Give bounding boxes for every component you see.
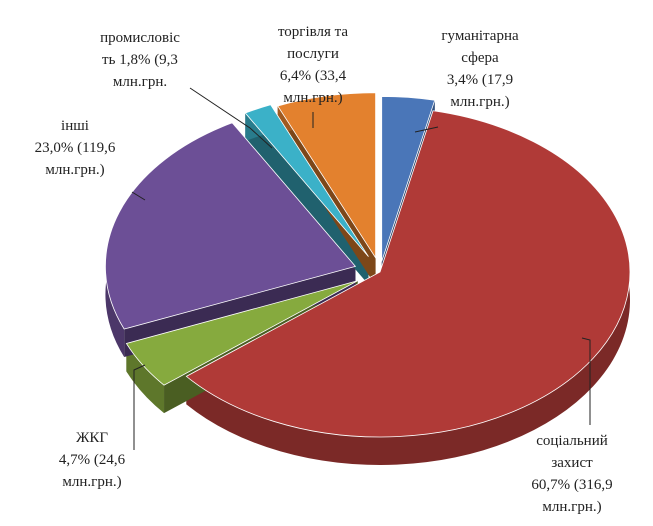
leader-line: [133, 364, 146, 450]
pie-slice: [277, 92, 377, 260]
leader-line: [414, 126, 439, 133]
slice-label: соціальний захист 60,7% (316,9 млн.грн.): [531, 433, 612, 515]
slice-label: торгівля та послуги 6,4% (33,4 млн.грн.): [278, 24, 348, 106]
pie-slice: [185, 110, 631, 438]
slice-label: ЖКГ 4,7% (24,6 млн.грн.): [59, 430, 126, 490]
slice-side: [126, 343, 165, 414]
pie-slice: [244, 104, 369, 257]
pie-slice: [125, 280, 358, 386]
pie-slice: [105, 122, 357, 330]
pie-slice: [381, 96, 436, 262]
leader-line: [581, 337, 591, 425]
slice-label: гуманітарна сфера 3,4% (17,9 млн.грн.): [441, 28, 519, 110]
slice-label: інші 23,0% (119,6 млн.грн.): [35, 118, 116, 178]
slice-side: [186, 110, 631, 465]
leader-line: [189, 87, 273, 149]
slice-label: промисловіс ть 1,8% (9,3 млн.грн.: [100, 30, 180, 90]
leader-line: [131, 191, 146, 201]
slice-wall: [245, 113, 369, 285]
